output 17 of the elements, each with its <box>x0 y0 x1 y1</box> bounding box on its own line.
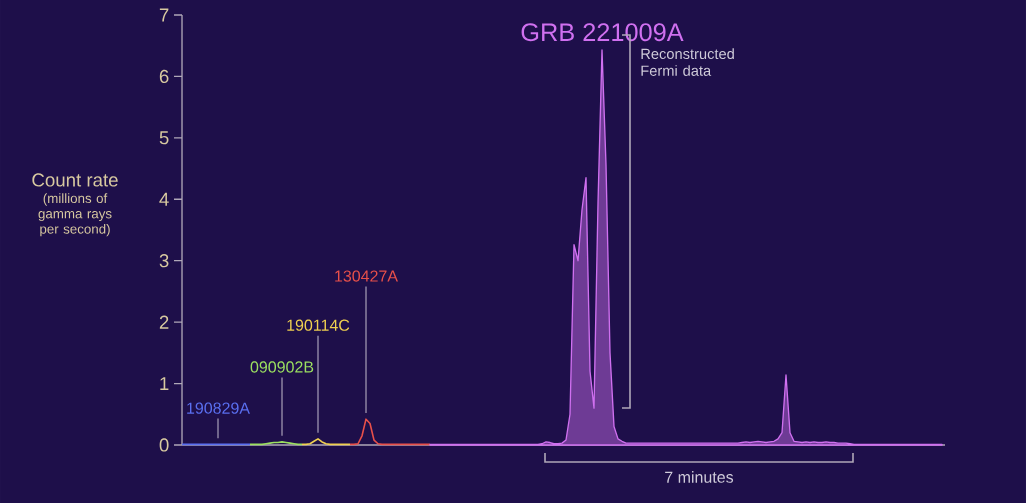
y-tick-label: 2 <box>159 315 169 329</box>
y-tick-label: 7 <box>159 8 169 22</box>
text: (millions of gamma rays per second) <box>38 193 112 237</box>
y-tick-label: 6 <box>159 69 169 84</box>
series-label: GRB 221009A <box>521 23 684 42</box>
y-tick-label: 1 <box>160 377 169 390</box>
y-tick-label: 4 <box>159 192 169 206</box>
text: 130427A <box>335 270 398 282</box>
annotation: Reconstructed Fermi data <box>641 48 734 76</box>
y-tick-label: 3 <box>159 254 169 268</box>
y-tick-label: 0 <box>159 438 169 452</box>
text: 190114C <box>287 319 350 331</box>
y-axis-title: Count rate <box>32 173 118 187</box>
text: 090902B <box>250 361 314 373</box>
y-tick-label: 5 <box>159 131 169 145</box>
series-label: 190829A <box>187 402 250 414</box>
text: 7 minutes <box>665 471 734 483</box>
